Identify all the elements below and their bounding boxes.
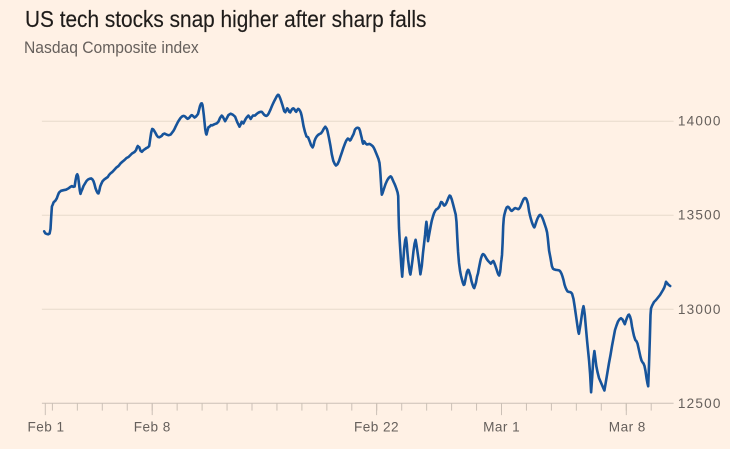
svg-text:Feb 22: Feb 22 (354, 419, 399, 434)
svg-text:14000: 14000 (678, 114, 722, 129)
svg-text:13500: 13500 (678, 208, 722, 223)
svg-text:Mar 8: Mar 8 (609, 419, 646, 434)
svg-text:Feb 8: Feb 8 (134, 419, 171, 434)
svg-text:12500: 12500 (678, 396, 722, 411)
svg-text:Feb 1: Feb 1 (27, 419, 64, 434)
svg-text:13000: 13000 (678, 302, 722, 317)
svg-text:Mar 1: Mar 1 (483, 419, 520, 434)
